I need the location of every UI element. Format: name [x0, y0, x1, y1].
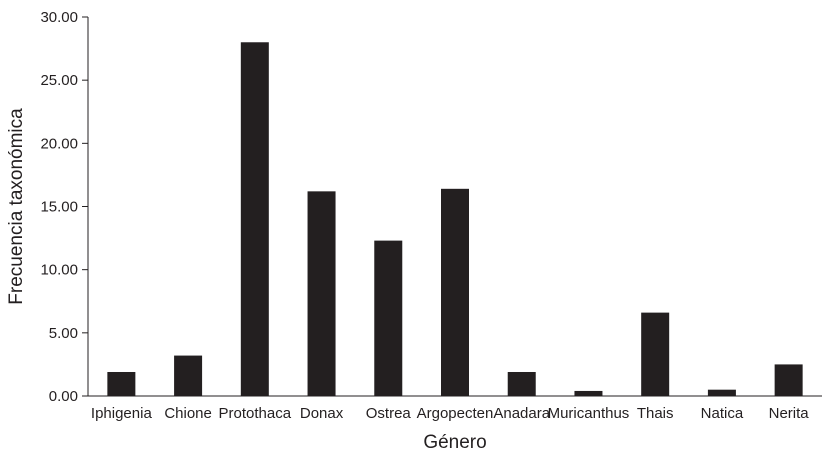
y-axis-title: Frecuencia taxonómica — [6, 108, 27, 305]
bar-ostrea — [374, 240, 403, 396]
x-tick-label: Protothaca — [219, 405, 292, 422]
y-tick-label: 15.00 — [40, 199, 78, 216]
y-tick-label: 20.00 — [40, 135, 78, 152]
bars — [107, 42, 803, 397]
x-tick-label: Nerita — [769, 405, 810, 422]
x-tick-label: Thais — [637, 405, 674, 422]
bar-donax — [307, 191, 336, 396]
x-tick-label: Donax — [300, 405, 344, 422]
y-tick-label: 30.00 — [40, 9, 78, 26]
y-axis-ticks: 0.00 5.00 10.00 15.00 20.00 25.00 30.00 — [40, 9, 88, 405]
x-axis-title: Género — [423, 432, 486, 453]
x-tick-label: Natica — [701, 405, 744, 422]
bar-argopecten — [441, 188, 469, 396]
bar-anadara — [507, 371, 536, 396]
bar-thais — [641, 312, 670, 396]
x-tick-label: Anadara — [493, 405, 550, 422]
bar-muricanthus — [574, 390, 603, 396]
x-tick-label: Ostrea — [366, 405, 412, 422]
y-tick-label: 5.00 — [49, 325, 78, 342]
bar-iphigenia — [107, 371, 136, 396]
x-axis-tick-labels: Iphigenia Chione Protothaca Donax Ostrea Argo… — [91, 405, 809, 422]
bar-protothaca — [240, 42, 269, 397]
bar-nerita — [774, 364, 803, 396]
y-tick-label: 0.00 — [49, 388, 78, 405]
x-tick-label: Iphigenia — [91, 405, 153, 422]
y-tick-label: 10.00 — [40, 262, 78, 279]
x-tick-label: Chione — [164, 405, 212, 422]
y-tick-label: 25.00 — [40, 72, 78, 89]
x-tick-label: Argopecten — [417, 405, 494, 422]
x-tick-label: Muricanthus — [548, 405, 630, 422]
bar-chione — [174, 355, 203, 396]
bar-natica — [707, 389, 736, 396]
